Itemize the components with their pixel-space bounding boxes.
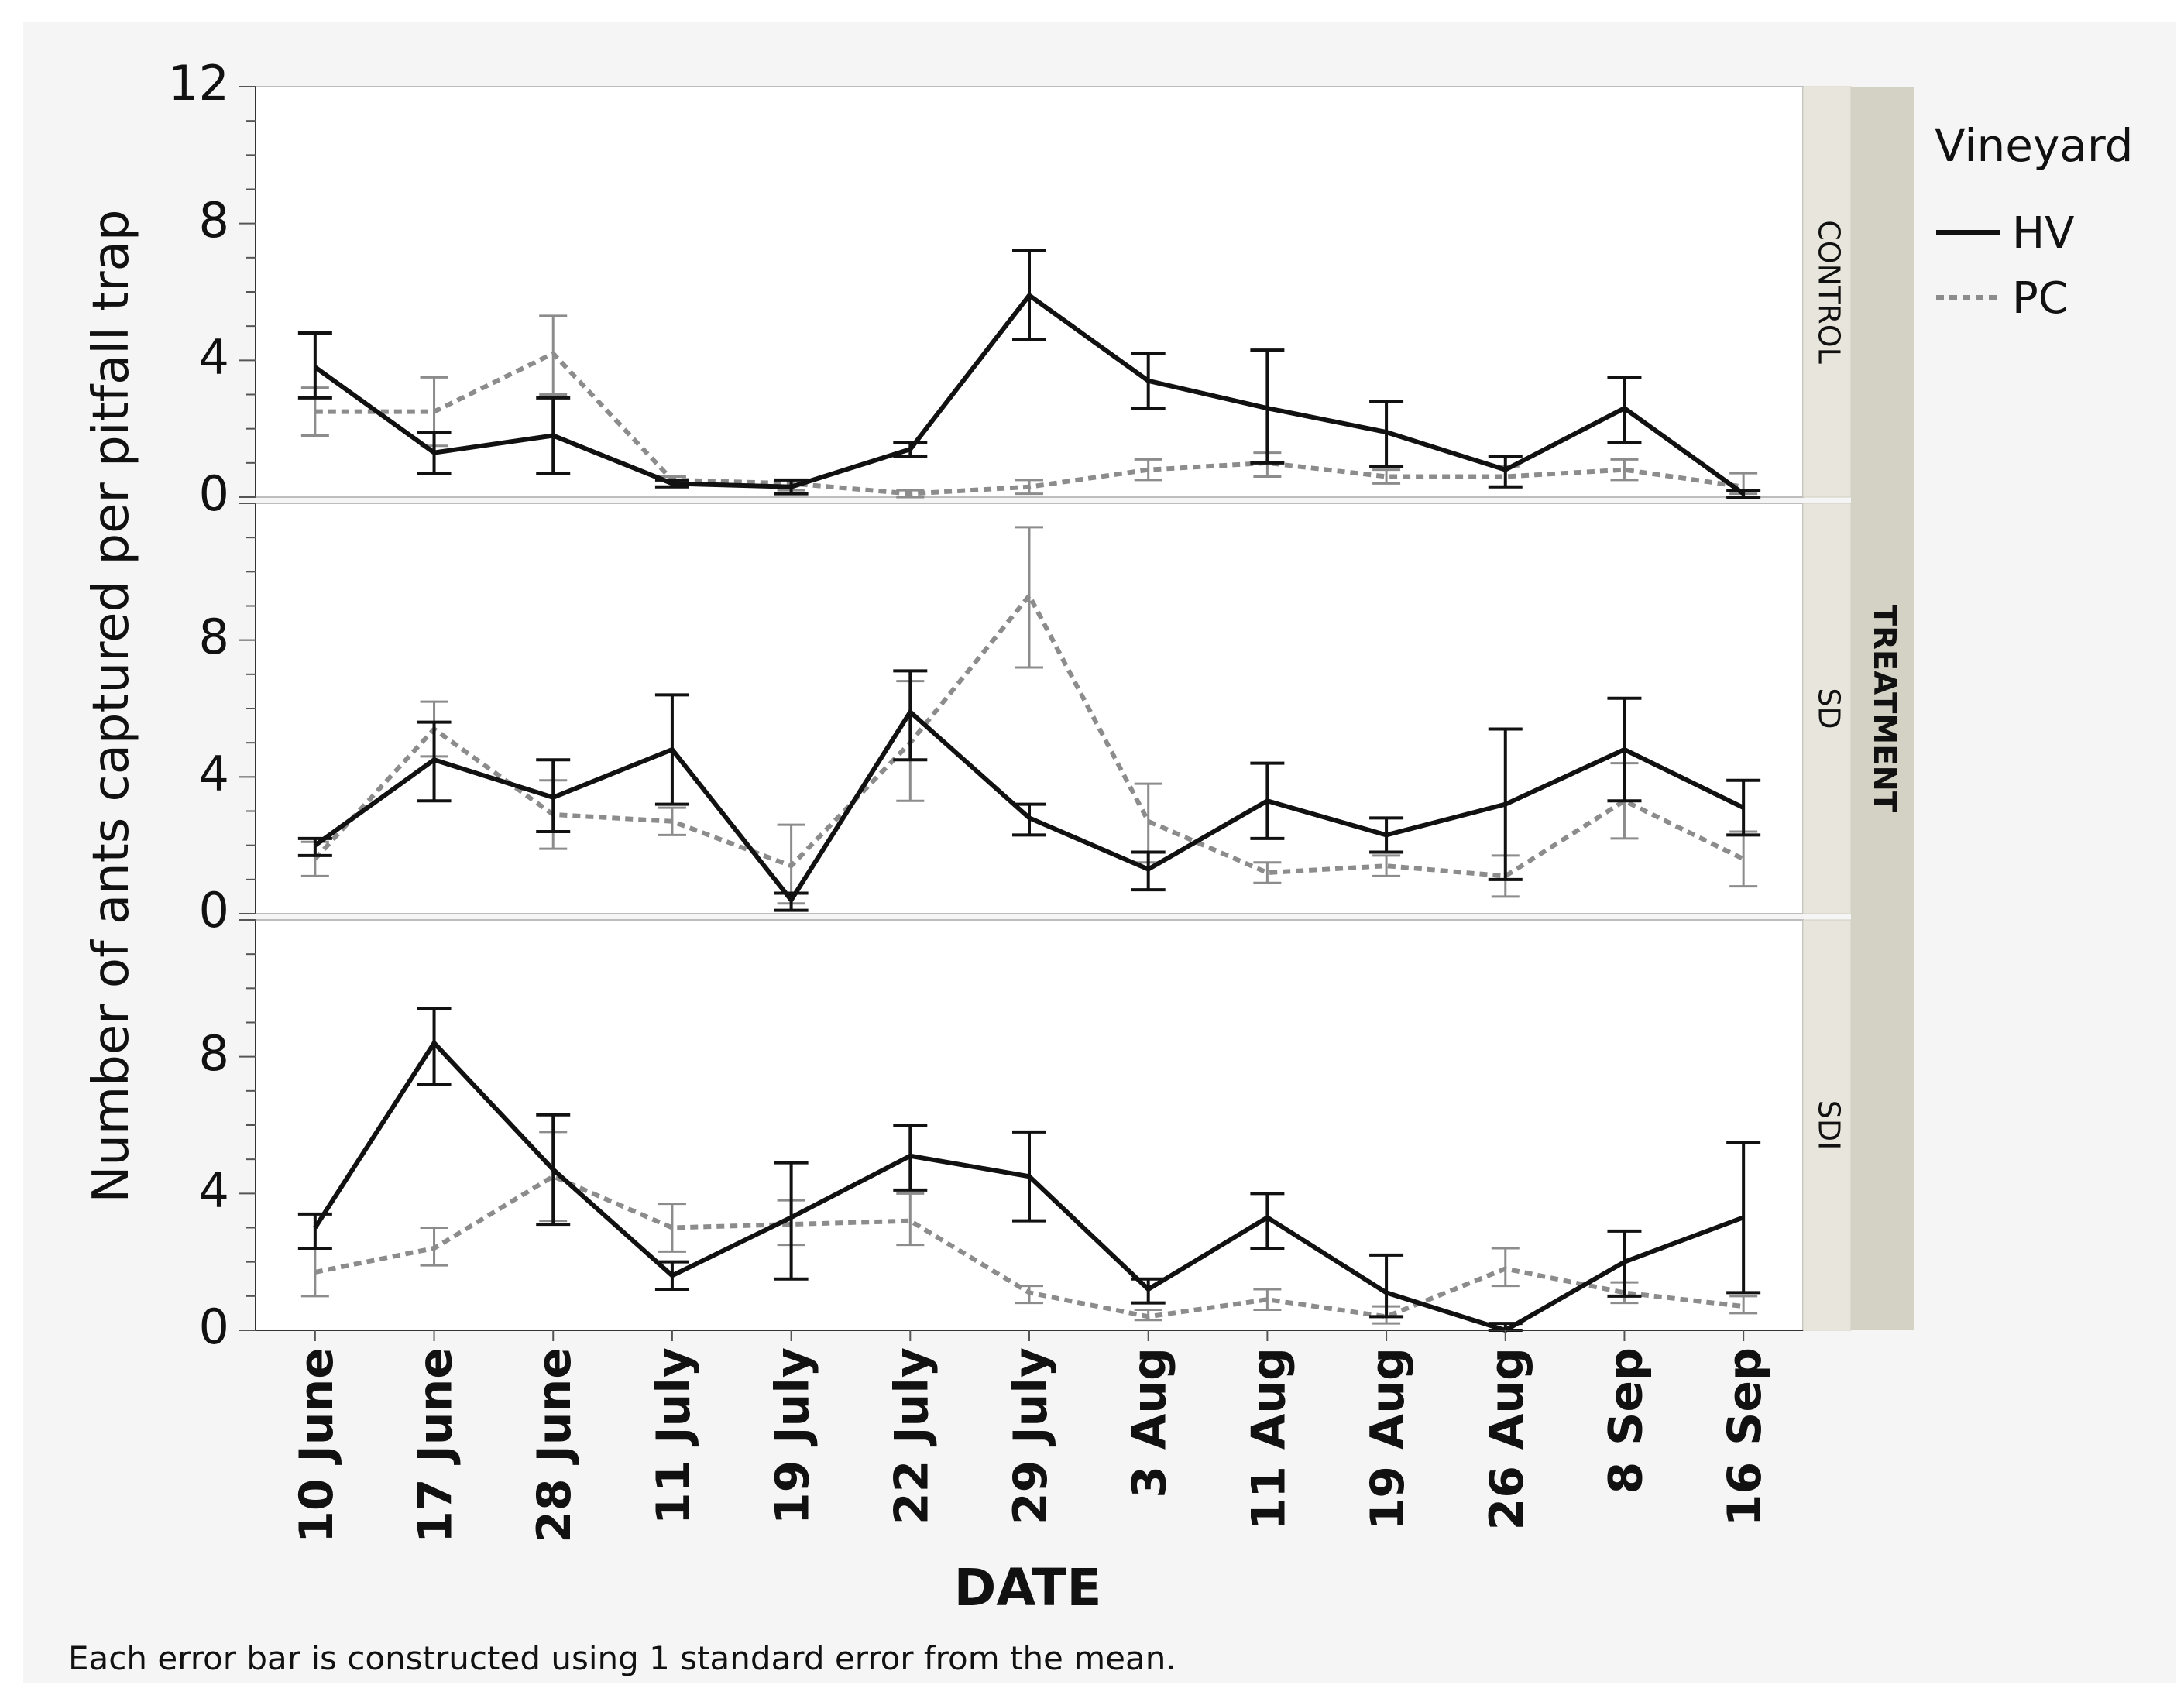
legend-entry-pc: PC bbox=[2012, 273, 2069, 324]
y-tick-label: 8 bbox=[199, 1025, 229, 1082]
x-tick-label: 26 Aug bbox=[1480, 1347, 1534, 1530]
x-tick-label: 17 June bbox=[409, 1347, 463, 1543]
x-tick-label: 22 July bbox=[884, 1347, 939, 1525]
legend-entry-hv: HV bbox=[2012, 208, 2074, 259]
y-tick-label: 0 bbox=[199, 882, 229, 938]
x-tick-label: 10 June bbox=[290, 1347, 344, 1543]
treatment-strip bbox=[1851, 87, 1914, 1330]
x-tick-label: 28 June bbox=[527, 1347, 582, 1543]
x-tick-label: 19 Aug bbox=[1361, 1347, 1415, 1530]
x-tick-label: 19 July bbox=[766, 1347, 820, 1525]
x-tick-label: 29 July bbox=[1004, 1347, 1058, 1525]
x-tick-label: 11 Aug bbox=[1241, 1347, 1296, 1530]
panel-sdi: 0 4 8 SDI bbox=[199, 919, 1852, 1355]
y-tick-label: 4 bbox=[199, 745, 229, 801]
facet-strip bbox=[1802, 86, 1852, 498]
series-line-pc bbox=[314, 350, 1744, 496]
facet-label: SDI bbox=[1812, 1100, 1846, 1151]
series-line-hv bbox=[314, 708, 1745, 904]
series-hv bbox=[297, 249, 1761, 499]
legend-title: Vineyard bbox=[1935, 119, 2133, 172]
facet-strip bbox=[1802, 919, 1852, 1331]
series-line-pc bbox=[314, 1173, 1744, 1319]
y-tick-label: 0 bbox=[199, 1299, 229, 1355]
x-tick-label: 8 Sep bbox=[1599, 1347, 1653, 1494]
facet-strip bbox=[1802, 503, 1852, 914]
y-tick-label: 8 bbox=[199, 609, 229, 665]
y-tick-label: 8 bbox=[199, 192, 229, 249]
x-axis-label: DATE bbox=[954, 1558, 1102, 1618]
x-tick-label: 16 Sep bbox=[1718, 1347, 1772, 1526]
legend: Vineyard HV PC bbox=[1935, 119, 2133, 324]
x-tick-label: 11 July bbox=[647, 1347, 701, 1525]
y-axis-label: Number of ants captured per pitfall trap bbox=[83, 209, 140, 1203]
y-tick-label: 0 bbox=[199, 465, 229, 522]
y-tick-label: 4 bbox=[199, 1161, 229, 1218]
y-tick-label: 12 bbox=[168, 55, 229, 112]
x-tick-label: 3 Aug bbox=[1123, 1347, 1177, 1498]
footnote: Each error bar is constructed using 1 st… bbox=[68, 1639, 1176, 1677]
treatment-label: TREATMENT bbox=[1866, 605, 1902, 813]
series-hv bbox=[297, 669, 1761, 912]
facet-label: SD bbox=[1812, 688, 1846, 729]
facet-label: CONTROL bbox=[1812, 220, 1846, 364]
y-tick-label: 4 bbox=[199, 328, 229, 385]
plot-area bbox=[255, 919, 1804, 1331]
panel-control: 0 4 8 12 CONTROL bbox=[168, 55, 1852, 522]
series-line-hv bbox=[314, 292, 1745, 496]
panel-sd: 0 4 8 SD bbox=[199, 503, 1852, 938]
